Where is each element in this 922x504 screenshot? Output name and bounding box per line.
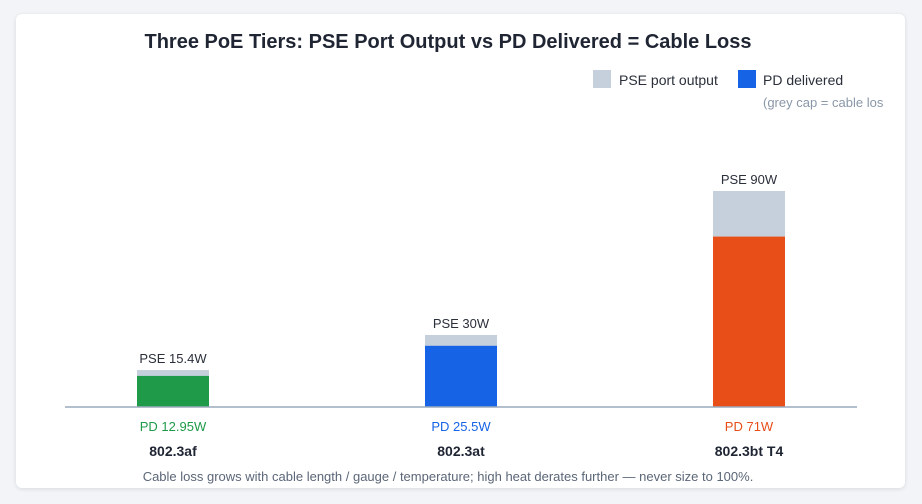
legend-swatch-pse (593, 70, 611, 88)
pd-value-label-2: PD 71W (725, 419, 774, 434)
pd-bar-1 (425, 345, 497, 407)
category-label-1: 802.3at (437, 443, 485, 459)
category-label-0: 802.3af (149, 443, 197, 459)
pse-value-label-2: PSE 90W (721, 172, 778, 187)
category-label-2: 802.3bt T4 (715, 443, 784, 459)
legend-label-pse: PSE port output (619, 72, 718, 88)
pd-value-label-0: PD 12.95W (140, 419, 207, 434)
pd-value-label-1: PD 25.5W (431, 419, 491, 434)
pse-value-label-0: PSE 15.4W (139, 351, 207, 366)
pse-value-label-1: PSE 30W (433, 316, 490, 331)
legend: PSE port output PD delivered (grey cap =… (593, 70, 884, 110)
legend-swatch-pd (738, 70, 756, 88)
chart-svg: Three PoE Tiers: PSE Port Output vs PD D… (65, 31, 884, 484)
legend-label-pd: PD delivered (763, 72, 843, 88)
pd-bar-2 (713, 236, 785, 407)
chart-card: Three PoE Tiers: PSE Port Output vs PD D… (16, 14, 905, 488)
bars-group: PSE 15.4W PD 12.95W 802.3af PSE 30W PD 25.5W… (137, 172, 785, 459)
footnote: Cable loss grows with cable length / gau… (143, 469, 754, 484)
pd-bar-0 (137, 375, 209, 407)
legend-note: (grey cap = cable los (763, 95, 884, 110)
chart-title: Three PoE Tiers: PSE Port Output vs PD D… (144, 31, 751, 53)
